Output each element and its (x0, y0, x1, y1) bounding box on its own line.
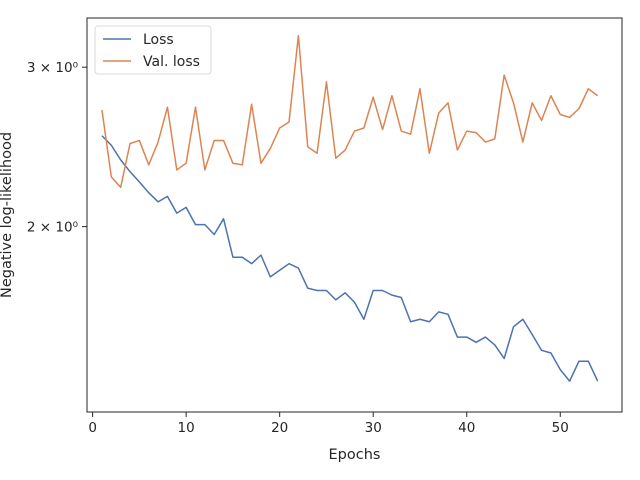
x-axis-label: Epochs (329, 447, 381, 463)
plot-lines (101, 34, 599, 382)
x-tick-label: 40 (458, 420, 475, 436)
legend-box (94, 25, 212, 75)
legend-label: Loss (143, 32, 174, 48)
x-tick-label: 10 (178, 420, 195, 436)
y-axis-label: Negative log-likelihood (0, 132, 15, 298)
y-tick-label: 2 × 10⁰ (27, 220, 78, 236)
x-tick-label: 50 (552, 420, 569, 436)
plot-frame (86, 17, 623, 413)
legend: Loss Val. loss (94, 25, 212, 75)
x-axis-ticks: 0 10 20 30 40 50 (88, 412, 569, 436)
legend-label: Val. loss (143, 54, 200, 70)
x-tick-label: 0 (88, 420, 97, 436)
y-axis-ticks: 3 × 10⁰ 2 × 10⁰ (27, 60, 87, 236)
series-line-1 (101, 34, 599, 189)
x-tick-label: 20 (271, 420, 288, 436)
x-tick-label: 30 (365, 420, 382, 436)
series-line-0 (101, 135, 599, 382)
y-tick-label: 3 × 10⁰ (27, 60, 78, 76)
